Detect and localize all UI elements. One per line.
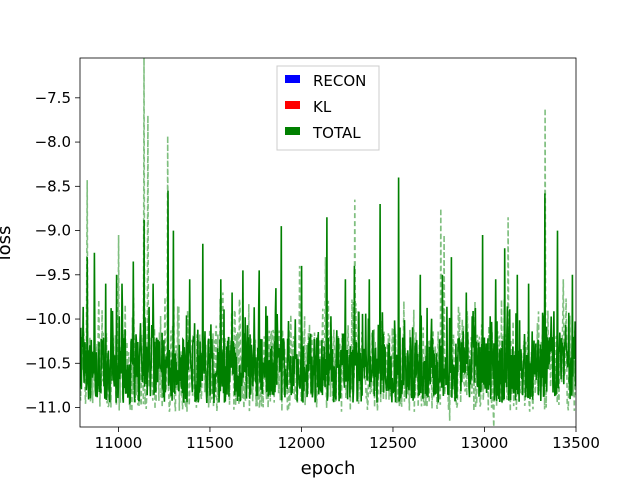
x-tick-label: 11500 xyxy=(186,434,234,452)
legend-label-total: TOTAL xyxy=(312,124,361,142)
y-tick-label: −8.5 xyxy=(35,177,71,195)
y-tick-label: −11.0 xyxy=(25,399,71,417)
plot-frame xyxy=(79,57,577,428)
y-tick-label: −8.0 xyxy=(35,133,71,151)
x-tick-label: 13000 xyxy=(461,434,509,452)
legend-label-recon: RECON xyxy=(313,72,366,90)
total-solid-series xyxy=(80,177,576,406)
legend-swatch-recon xyxy=(285,75,300,83)
x-tick-label: 11000 xyxy=(95,434,143,452)
y-tick-label: −9.5 xyxy=(35,266,71,284)
y-tick-label: −10.5 xyxy=(25,354,71,372)
y-tick-label: −9.0 xyxy=(35,222,71,240)
series-line xyxy=(80,177,576,406)
x-tick-label: 12000 xyxy=(278,434,326,452)
legend-swatch-kl xyxy=(285,101,300,109)
y-tick-label: −10.0 xyxy=(25,310,71,328)
legend-label-kl: KL xyxy=(313,98,332,116)
legend: RECON KL TOTAL xyxy=(276,65,380,151)
x-axis-ticks: 11000 11500 12000 12500 13000 13500 xyxy=(95,427,600,452)
legend-swatch-total xyxy=(285,127,300,135)
x-tick-label: 12500 xyxy=(369,434,417,452)
y-axis-label: loss xyxy=(0,226,15,261)
x-tick-label: 13500 xyxy=(552,434,600,452)
x-axis-label: epoch xyxy=(301,458,356,479)
y-axis-ticks: −7.5 −8.0 −8.5 −9.0 −9.5 −10.0 −10.5 −11.0 xyxy=(25,89,80,417)
y-tick-label: −7.5 xyxy=(35,89,71,107)
